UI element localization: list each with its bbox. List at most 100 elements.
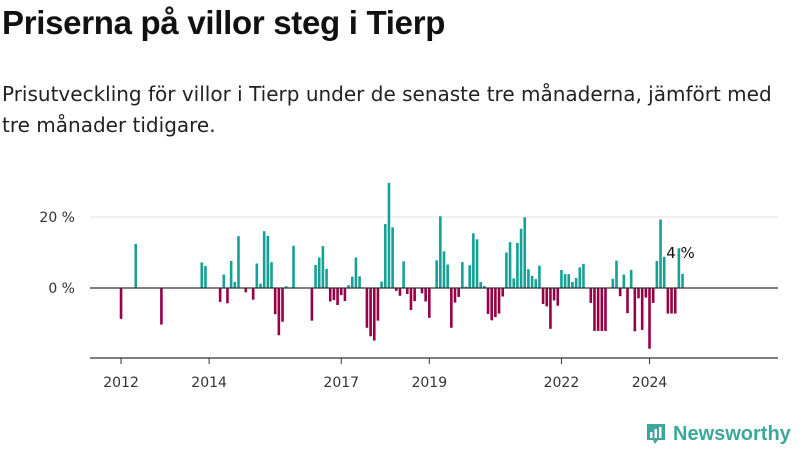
bar[interactable] [255,263,259,288]
bar[interactable] [530,275,534,288]
bar[interactable] [383,224,387,288]
bar[interactable] [325,268,328,288]
bar[interactable] [567,274,571,288]
bar[interactable] [486,288,490,314]
bar[interactable] [420,288,424,294]
bar[interactable] [160,288,163,325]
bar[interactable] [453,288,457,303]
bar[interactable] [343,288,347,302]
bar[interactable] [336,288,339,306]
bar[interactable] [545,288,549,307]
bar[interactable] [402,261,405,288]
bar[interactable] [578,267,582,288]
bar[interactable] [259,283,262,288]
bar[interactable] [666,288,670,314]
bar[interactable] [637,288,640,299]
bar[interactable] [233,281,237,288]
bar[interactable] [574,278,578,288]
bar[interactable] [472,233,475,288]
bar[interactable] [391,227,394,288]
bar[interactable] [662,256,666,288]
bar[interactable] [596,288,600,331]
bar[interactable] [505,252,508,289]
bar[interactable] [648,288,651,349]
bar[interactable] [457,288,460,297]
bar[interactable] [483,285,486,288]
bar[interactable] [538,265,541,288]
bar[interactable] [468,265,471,288]
bar[interactable] [611,278,615,288]
bar[interactable] [398,288,402,296]
bar[interactable] [222,274,226,288]
bar[interactable] [541,288,545,304]
bar[interactable] [273,288,277,315]
bar[interactable] [292,245,295,288]
bar[interactable] [317,257,321,288]
bar[interactable] [563,274,567,288]
bar[interactable] [321,246,325,288]
bar[interactable] [571,281,574,288]
bar[interactable] [281,288,284,322]
bar[interactable] [494,288,497,318]
bar[interactable] [376,288,380,321]
bar[interactable] [479,281,482,288]
bar[interactable] [552,288,556,301]
bar[interactable] [365,288,369,328]
bar[interactable] [218,288,222,302]
bar[interactable] [310,288,314,321]
bar[interactable] [589,288,593,303]
bar[interactable] [226,288,229,304]
bar[interactable] [600,288,604,331]
bar[interactable] [409,288,413,311]
bar[interactable] [358,276,361,288]
bar[interactable] [464,286,468,288]
bar[interactable] [615,260,618,288]
bar[interactable] [277,288,281,336]
bar[interactable] [369,288,372,337]
bar[interactable] [508,242,512,288]
bar[interactable] [424,288,427,302]
bar[interactable] [394,288,398,291]
bar[interactable] [435,260,438,288]
bar[interactable] [354,257,358,288]
bar[interactable] [406,288,409,295]
bar[interactable] [350,276,354,288]
bar[interactable] [626,288,629,314]
bar[interactable] [339,288,343,296]
bar[interactable] [200,262,204,288]
bar[interactable] [372,288,376,341]
bar[interactable] [519,228,523,288]
bar[interactable] [670,288,673,314]
bar[interactable] [523,217,527,288]
bar[interactable] [442,251,446,288]
bar[interactable] [655,261,659,288]
bar[interactable] [622,274,626,288]
bar[interactable] [229,261,233,288]
bar[interactable] [439,216,442,288]
bar[interactable] [644,288,648,298]
bar[interactable] [314,264,317,288]
bar[interactable] [413,288,416,302]
bar[interactable] [593,288,596,331]
bar[interactable] [512,278,516,288]
bar[interactable] [284,286,288,288]
bar[interactable] [387,182,391,288]
bar[interactable] [501,288,505,297]
bar[interactable] [673,288,677,314]
bar[interactable] [651,288,655,303]
bar[interactable] [604,288,607,331]
bar[interactable] [527,269,530,288]
bar[interactable] [251,288,255,300]
bar[interactable] [237,236,240,288]
bar[interactable] [534,279,538,288]
bar[interactable] [332,288,336,301]
bar[interactable] [475,239,479,288]
bar[interactable] [450,288,453,328]
bar[interactable] [549,288,552,329]
bar[interactable] [270,262,273,288]
bar[interactable] [633,288,637,332]
bar[interactable] [516,242,519,288]
bar[interactable] [659,219,662,288]
bar[interactable] [134,243,138,288]
bar[interactable] [428,288,431,318]
